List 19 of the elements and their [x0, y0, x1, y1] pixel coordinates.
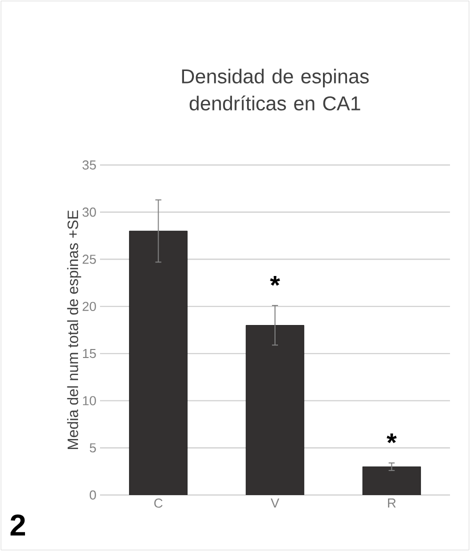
chart-title: Densidad de espinas dendríticas en CA1: [182, 68, 369, 110]
bar: [246, 325, 304, 495]
x-tick-label: R: [388, 498, 396, 508]
x-tick-label: V: [270, 498, 280, 508]
y-tick-label: 30: [82, 208, 96, 217]
text: 2: [10, 514, 26, 536]
bar: [362, 466, 421, 495]
y-tick-label: 25: [82, 254, 96, 264]
annotation: *: [386, 434, 397, 444]
x-tick-label: C: [154, 498, 163, 508]
annotation: *: [270, 276, 280, 286]
y-tick-label: 0: [90, 490, 96, 500]
y-tick-label: 20: [82, 302, 96, 312]
y-axis-title: Media del num total de espinas +SE: [67, 210, 82, 450]
y-tick-label: 5: [90, 443, 96, 452]
y-tick-label: 15: [82, 349, 96, 358]
y-tick-label: 10: [82, 396, 96, 406]
bar: [129, 230, 188, 495]
y-tick-label: 35: [82, 160, 96, 170]
